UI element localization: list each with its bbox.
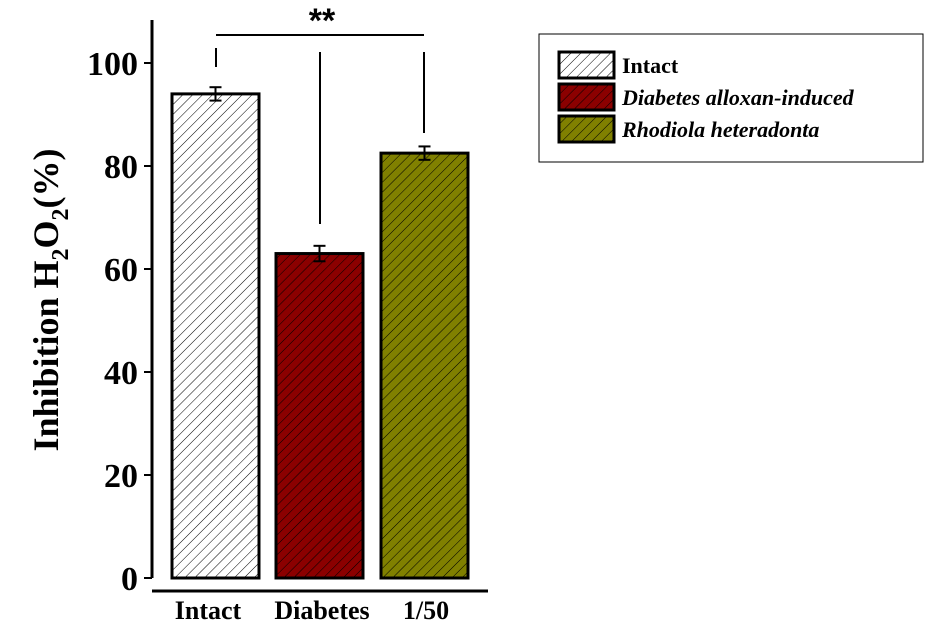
legend-label: Rhodiola heteradonta — [621, 117, 819, 142]
bar-hatch — [274, 252, 365, 580]
y-axis-label-sub2: 2 — [48, 208, 74, 220]
x-tick-labels: Intact Diabetes 1/50 — [175, 596, 449, 625]
legend: Intact Diabetes alloxan-induced Rhodiola h… — [538, 33, 924, 163]
legend-swatch-hatch — [557, 114, 616, 144]
y-axis-label-mid: O — [26, 220, 66, 248]
legend-swatch-hatch — [557, 82, 616, 112]
y-axis-label-tail: (%) — [26, 148, 66, 208]
y-tick-label: 40 — [104, 355, 138, 392]
y-tick-label: 20 — [104, 458, 138, 495]
legend-label: Diabetes alloxan-induced — [621, 85, 855, 110]
x-tick-label: Diabetes — [274, 596, 369, 625]
significance-label: ** — [309, 2, 336, 40]
y-tick-label: 0 — [121, 561, 138, 598]
x-tick-label: 1/50 — [403, 596, 449, 625]
y-tick-label: 100 — [87, 46, 138, 83]
y-tick-label: 60 — [104, 252, 138, 289]
bars — [170, 92, 470, 580]
legend-label: Intact — [622, 53, 679, 78]
x-tick-label: Intact — [175, 596, 242, 625]
legend-swatch-hatch — [557, 50, 616, 80]
y-ticks: 0 20 40 60 80 100 — [87, 46, 152, 598]
bar-hatch — [170, 92, 261, 580]
y-axis-label-main: Inhibition H — [26, 260, 66, 451]
significance-bracket: ** — [215, 2, 425, 224]
bar-hatch — [379, 151, 470, 580]
y-tick-label: 80 — [104, 149, 138, 186]
y-axis-label: Inhibition H2O2(%) — [26, 148, 74, 451]
error-bars — [209, 86, 431, 263]
y-axis-label-sub1: 2 — [48, 248, 74, 260]
